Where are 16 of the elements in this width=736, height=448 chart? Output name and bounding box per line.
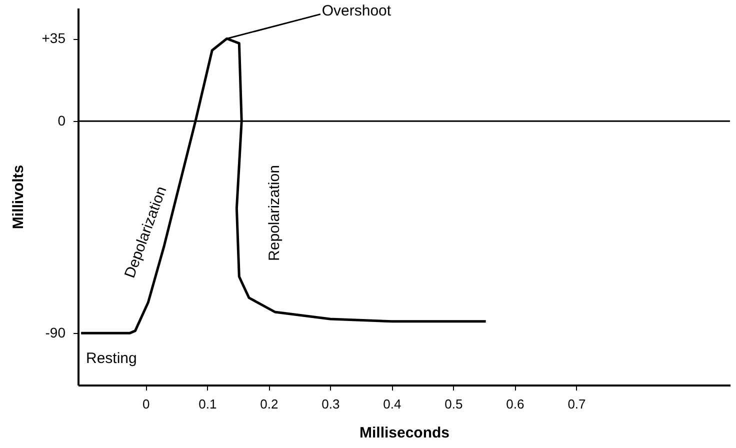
- x-tick-label: 0: [142, 396, 150, 412]
- x-tick-label: 0.6: [506, 396, 524, 412]
- x-tick-label: 0.4: [383, 396, 402, 412]
- y-tick-label: +35: [42, 30, 66, 46]
- annotation: Repolarization: [266, 165, 283, 261]
- x-tick-label: 0.5: [444, 396, 463, 412]
- annotation: Resting: [86, 350, 137, 367]
- x-axis-title: Milliseconds: [359, 424, 450, 442]
- x-tick-label: 0.7: [568, 396, 586, 412]
- x-tick-label: 0.2: [260, 396, 278, 412]
- y-axis-title: Millivolts: [10, 164, 27, 230]
- y-tick-label: -90: [45, 324, 66, 341]
- y-tick-label: 0: [58, 112, 66, 129]
- x-tick-label: 0.1: [198, 396, 217, 412]
- annotation: Overshoot: [322, 2, 392, 20]
- x-tick-label: 0.3: [322, 396, 340, 412]
